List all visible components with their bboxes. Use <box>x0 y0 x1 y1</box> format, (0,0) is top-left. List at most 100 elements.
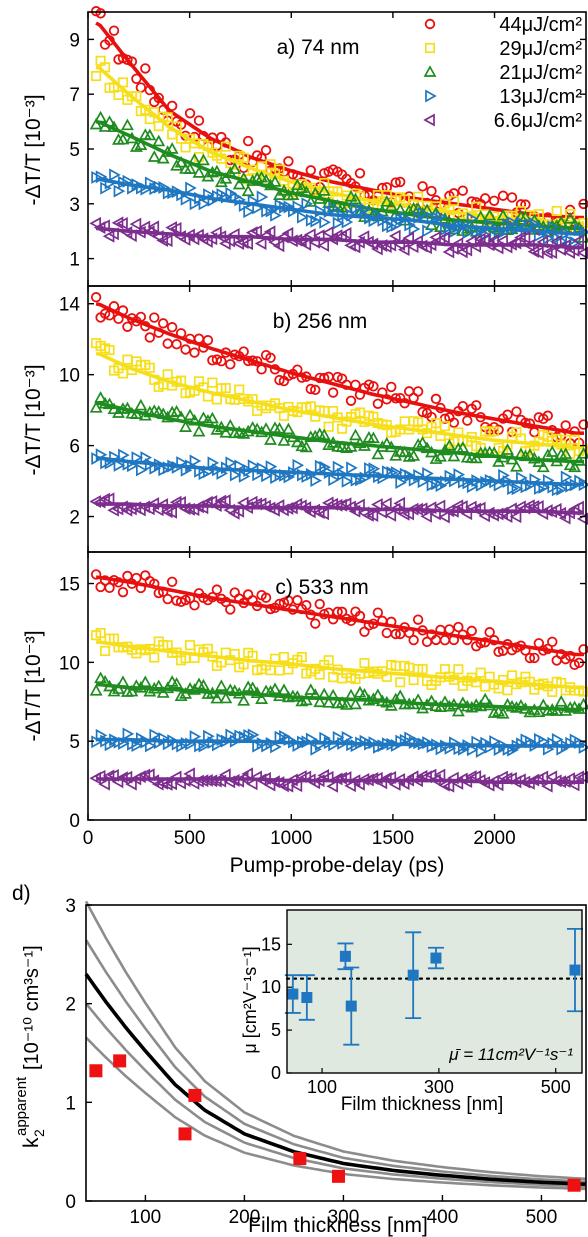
data-marker <box>170 159 184 171</box>
data-marker <box>422 224 434 238</box>
data-marker <box>560 470 573 484</box>
data-marker <box>321 496 334 510</box>
panel-d-ylabel-sub: 2 <box>31 1129 47 1137</box>
data-marker <box>165 505 178 519</box>
data-marker <box>380 497 392 511</box>
y-tick-label: 5 <box>69 140 80 161</box>
data-marker <box>317 507 330 521</box>
data-marker <box>439 421 450 432</box>
data-marker <box>489 426 500 437</box>
data-marker <box>532 705 546 718</box>
data-marker <box>408 634 419 646</box>
data-marker <box>451 704 465 717</box>
data-marker <box>149 312 160 323</box>
data-marker <box>346 461 358 475</box>
data-marker <box>131 451 144 465</box>
panel-d-frame <box>85 904 587 1202</box>
fit-curve <box>84 973 587 1186</box>
fit-line <box>95 177 584 236</box>
data-marker <box>344 440 358 452</box>
data-marker <box>138 675 152 688</box>
data-marker <box>480 681 491 692</box>
y-tick-label: 1 <box>65 1093 76 1114</box>
data-marker <box>116 216 128 230</box>
data-marker <box>166 576 178 587</box>
data-marker <box>180 142 191 153</box>
data-marker <box>210 423 224 435</box>
data-marker <box>506 192 518 203</box>
data-marker <box>578 225 588 239</box>
data-marker <box>125 777 137 791</box>
data-marker <box>274 665 285 676</box>
data-marker <box>192 424 206 437</box>
data-marker <box>122 321 133 332</box>
data-marker <box>313 695 327 708</box>
data-marker <box>560 420 571 431</box>
data-marker <box>429 452 443 464</box>
legend: 44μJ/cm²29μJ/cm²21μJ/cm²13μJ/cm²6.6μJ/cm… <box>423 14 582 132</box>
data-marker <box>134 138 148 151</box>
data-marker <box>183 162 197 174</box>
legend-label: 44μJ/cm² <box>499 14 582 36</box>
data-marker <box>140 63 151 74</box>
panel-b-marks <box>89 292 588 526</box>
data-marker <box>189 600 200 611</box>
data-marker <box>572 500 584 514</box>
data-marker <box>395 677 406 688</box>
panel-c-xlabel: Pump-probe-delay (ps) <box>230 854 445 877</box>
inset-y-tick-label: 0 <box>271 1063 281 1083</box>
data-marker <box>260 592 272 603</box>
data-point <box>567 1178 581 1192</box>
data-marker <box>152 134 166 147</box>
data-marker <box>241 237 254 251</box>
inset-point <box>430 952 442 964</box>
data-marker <box>134 398 148 411</box>
data-marker <box>518 231 531 245</box>
data-marker <box>111 216 124 230</box>
panel-b-ylabel: -ΔT/T [10⁻³] <box>22 364 45 475</box>
data-marker <box>565 209 576 220</box>
data-marker <box>471 400 482 411</box>
data-marker <box>211 394 222 405</box>
data-marker <box>272 239 285 253</box>
data-marker <box>422 467 434 480</box>
x-tick-label: 2000 <box>473 828 515 849</box>
data-marker <box>541 246 553 260</box>
data-marker <box>368 381 379 392</box>
data-marker <box>388 229 401 243</box>
data-marker <box>545 445 559 457</box>
data-marker <box>247 728 260 742</box>
data-marker <box>547 636 558 647</box>
data-marker <box>165 221 178 235</box>
data-marker <box>529 652 540 664</box>
data-marker <box>184 640 196 651</box>
data-marker <box>444 624 455 635</box>
data-marker <box>166 322 178 333</box>
data-marker <box>225 359 236 370</box>
data-marker <box>529 217 542 231</box>
data-marker <box>501 443 514 455</box>
data-marker <box>514 231 526 244</box>
data-marker <box>192 166 206 178</box>
data-marker <box>237 694 251 706</box>
data-marker <box>349 697 362 710</box>
data-marker <box>292 458 305 472</box>
data-marker <box>417 181 428 192</box>
data-marker <box>460 243 473 257</box>
data-marker <box>551 733 564 746</box>
y-tick-label: 3 <box>69 195 80 216</box>
data-marker <box>277 683 291 696</box>
data-marker <box>312 506 325 520</box>
panel-c: 0 5 10 15 0 500 1000 1500 2000 c) 533 nm <box>59 551 588 849</box>
data-marker <box>488 195 500 206</box>
data-marker <box>366 431 380 444</box>
data-marker <box>255 170 269 183</box>
x-tick-label: 200 <box>229 1207 261 1228</box>
data-marker <box>417 664 428 675</box>
data-marker <box>273 421 286 434</box>
x-tick-label: 300 <box>328 1207 360 1228</box>
fit-line <box>96 226 584 250</box>
data-marker <box>433 768 446 782</box>
data-marker <box>171 339 182 350</box>
data-marker <box>156 151 170 164</box>
